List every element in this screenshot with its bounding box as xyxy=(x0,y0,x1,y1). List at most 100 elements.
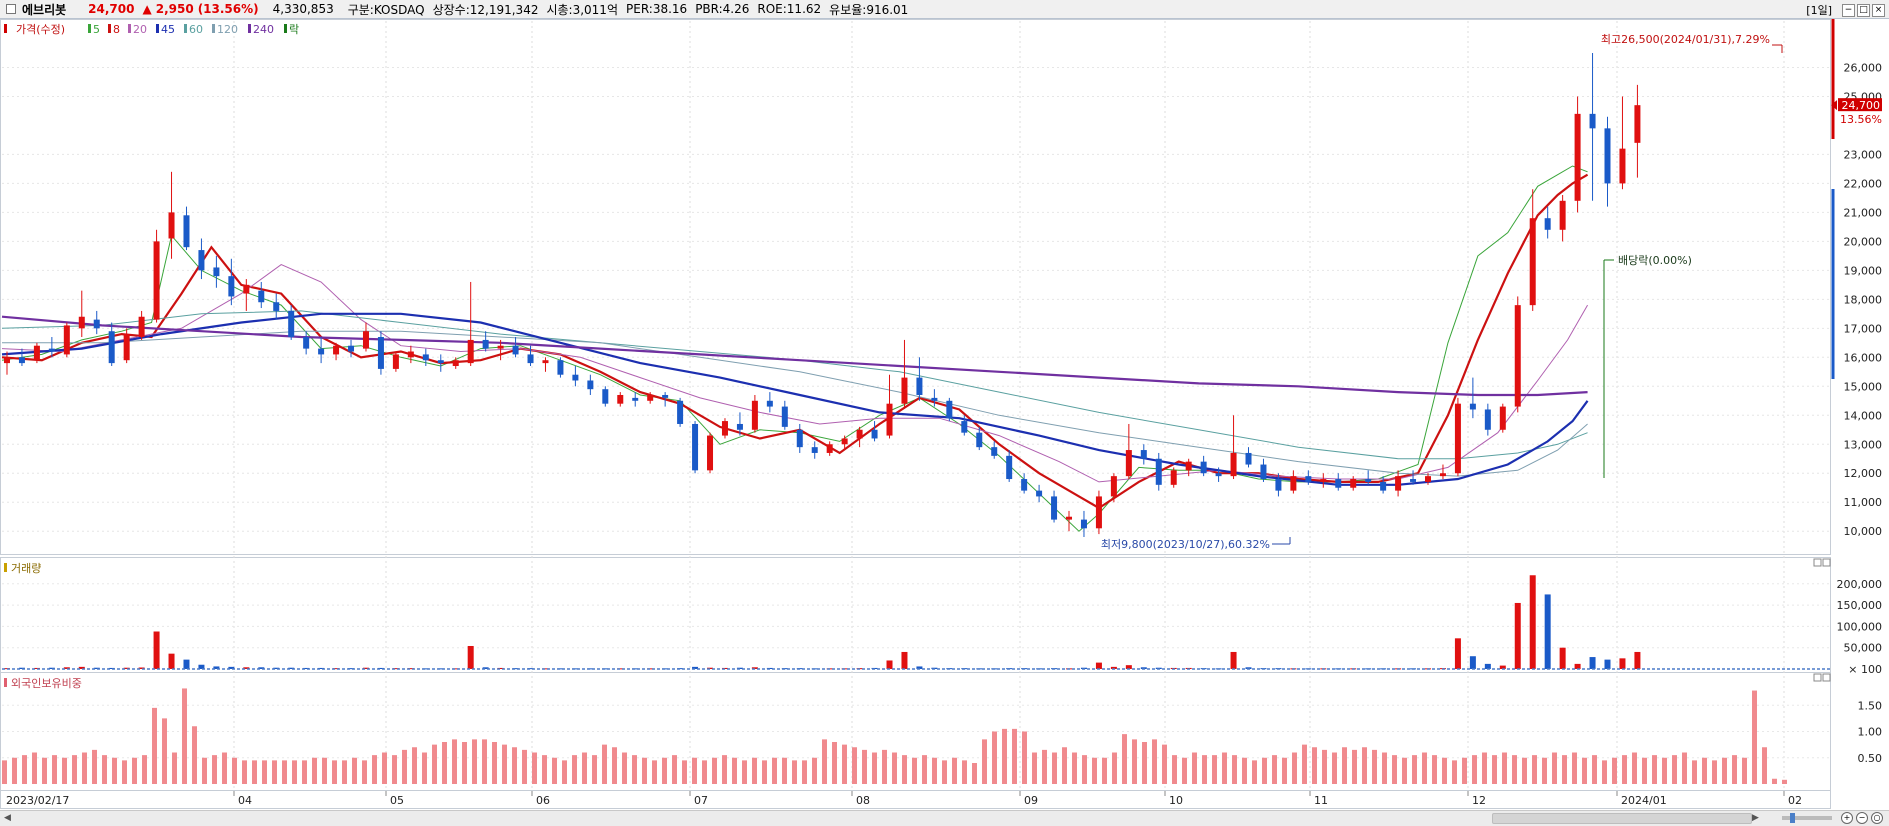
foreign-bar[interactable] xyxy=(82,752,87,785)
candle-body[interactable] xyxy=(258,290,265,303)
foreign-bar[interactable] xyxy=(1232,755,1237,784)
foreign-bar[interactable] xyxy=(252,760,257,784)
candle-body[interactable] xyxy=(1604,128,1611,184)
foreign-bar[interactable] xyxy=(502,744,507,784)
candle-body[interactable] xyxy=(377,337,384,369)
foreign-bar[interactable] xyxy=(1142,742,1147,784)
foreign-bar[interactable] xyxy=(1512,755,1517,784)
foreign-bar[interactable] xyxy=(592,755,597,784)
candle-body[interactable] xyxy=(647,394,654,401)
foreign-bar[interactable] xyxy=(1212,755,1217,784)
foreign-bar[interactable] xyxy=(1052,752,1057,785)
volume-bar[interactable] xyxy=(1125,665,1132,669)
volume-bar[interactable] xyxy=(1484,663,1491,669)
candle-body[interactable] xyxy=(1290,476,1297,491)
foreign-bar[interactable] xyxy=(1352,749,1357,784)
foreign-bar[interactable] xyxy=(152,707,157,784)
candle-body[interactable] xyxy=(707,435,714,471)
candle-body[interactable] xyxy=(587,380,594,390)
candle-body[interactable] xyxy=(437,360,444,364)
volume-bar[interactable] xyxy=(1140,667,1147,669)
foreign-bar[interactable] xyxy=(402,749,407,784)
foreign-bar[interactable] xyxy=(1092,757,1097,784)
foreign-bar[interactable] xyxy=(262,760,267,784)
candle-body[interactable] xyxy=(228,276,235,297)
foreign-bar[interactable] xyxy=(1062,747,1067,784)
zoom-reset-icon[interactable]: ○ xyxy=(1871,812,1883,824)
volume-bar[interactable] xyxy=(78,666,85,669)
volume-bar[interactable] xyxy=(33,667,40,669)
candle-body[interactable] xyxy=(1021,479,1028,491)
volume-bar[interactable] xyxy=(617,668,624,670)
stock-name[interactable]: 에브리봇 xyxy=(22,2,67,17)
candle-body[interactable] xyxy=(527,354,534,364)
volume-bar[interactable] xyxy=(1110,666,1117,669)
foreign-bar[interactable] xyxy=(912,757,917,784)
foreign-bar[interactable] xyxy=(362,760,367,784)
candle-body[interactable] xyxy=(1380,481,1387,491)
volume-bar[interactable] xyxy=(407,668,414,670)
window-menu-icon[interactable] xyxy=(6,4,16,14)
volume-bar[interactable] xyxy=(572,668,579,670)
volume-bar[interactable] xyxy=(1559,647,1566,669)
candle-body[interactable] xyxy=(78,316,85,329)
candle-body[interactable] xyxy=(662,394,669,398)
candle-body[interactable] xyxy=(1350,479,1357,488)
foreign-bar[interactable] xyxy=(1252,760,1257,784)
volume-bar[interactable] xyxy=(437,668,444,670)
volume-bar[interactable] xyxy=(258,667,265,669)
foreign-bar[interactable] xyxy=(722,755,727,784)
candle-body[interactable] xyxy=(318,348,325,355)
candle-body[interactable] xyxy=(198,250,205,271)
foreign-bar[interactable] xyxy=(102,755,107,784)
volume-bar[interactable] xyxy=(662,668,669,670)
foreign-bar[interactable] xyxy=(1642,757,1647,784)
candle-body[interactable] xyxy=(1245,452,1252,465)
candle-body[interactable] xyxy=(826,444,833,453)
foreign-bar[interactable] xyxy=(962,760,967,784)
candle-body[interactable] xyxy=(482,339,489,349)
foreign-bar[interactable] xyxy=(122,760,127,784)
candle-body[interactable] xyxy=(1051,496,1058,520)
foreign-bar[interactable] xyxy=(422,752,427,785)
foreign-bar[interactable] xyxy=(1482,752,1487,785)
foreign-bar[interactable] xyxy=(662,757,667,784)
foreign-bar[interactable] xyxy=(182,688,187,784)
zoom-slider[interactable] xyxy=(1782,813,1832,823)
volume-bar[interactable] xyxy=(333,668,340,670)
volume-bar[interactable] xyxy=(602,668,609,670)
foreign-bar[interactable] xyxy=(162,718,167,784)
candle-body[interactable] xyxy=(18,357,25,364)
foreign-bar[interactable] xyxy=(712,757,717,784)
volume-bar[interactable] xyxy=(348,668,355,670)
candle-body[interactable] xyxy=(1529,218,1536,306)
candle-body[interactable] xyxy=(976,432,983,448)
foreign-bar[interactable] xyxy=(1452,760,1457,784)
foreign-bar[interactable] xyxy=(92,749,97,784)
candle-body[interactable] xyxy=(751,400,758,430)
foreign-bar[interactable] xyxy=(812,757,817,784)
volume-bar[interactable] xyxy=(18,667,25,669)
foreign-bar[interactable] xyxy=(472,739,477,784)
foreign-bar[interactable] xyxy=(12,757,17,784)
volume-bar[interactable] xyxy=(422,668,429,670)
foreign-bar[interactable] xyxy=(292,760,297,784)
foreign-bar[interactable] xyxy=(922,755,927,784)
foreign-bar[interactable] xyxy=(862,749,867,784)
foreign-bar[interactable] xyxy=(1332,752,1337,785)
candle-body[interactable] xyxy=(3,357,10,364)
foreign-bar[interactable] xyxy=(972,763,977,784)
foreign-bar[interactable] xyxy=(642,757,647,784)
foreign-bar[interactable] xyxy=(1082,755,1087,784)
foreign-bar[interactable] xyxy=(382,752,387,785)
candle-body[interactable] xyxy=(33,345,40,361)
volume-bar[interactable] xyxy=(63,667,70,669)
zoom-out-icon[interactable]: − xyxy=(1856,812,1868,824)
volume-bar[interactable] xyxy=(916,666,923,669)
foreign-bar[interactable] xyxy=(1622,755,1627,784)
foreign-bar[interactable] xyxy=(1722,757,1727,784)
candle-body[interactable] xyxy=(512,345,519,355)
volume-bar[interactable] xyxy=(153,631,160,669)
foreign-bar[interactable] xyxy=(1002,728,1007,784)
candle-body[interactable] xyxy=(1185,461,1192,471)
